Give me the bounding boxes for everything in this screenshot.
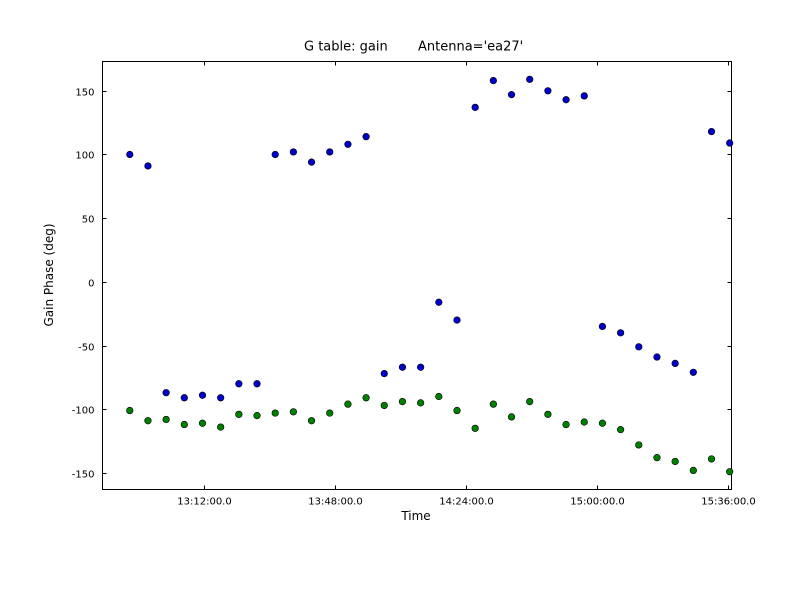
data-point bbox=[617, 426, 625, 434]
data-point bbox=[689, 466, 697, 474]
data-point bbox=[471, 103, 479, 111]
data-point bbox=[144, 417, 152, 425]
y-tick-label: 0 bbox=[88, 279, 94, 290]
data-point bbox=[180, 394, 188, 402]
chart-title: G table: gain bbox=[304, 40, 388, 55]
data-point bbox=[417, 363, 425, 371]
data-point bbox=[707, 455, 716, 463]
data-point bbox=[435, 298, 443, 306]
data-point bbox=[617, 329, 625, 337]
data-point bbox=[635, 441, 643, 449]
data-point bbox=[307, 417, 316, 425]
data-point bbox=[162, 415, 170, 424]
x-tick-label: 15:00:00.0 bbox=[570, 497, 624, 508]
data-point bbox=[271, 409, 279, 417]
data-point bbox=[289, 148, 297, 156]
data-point bbox=[580, 92, 588, 100]
data-point bbox=[162, 389, 170, 397]
data-point bbox=[453, 316, 461, 324]
data-point bbox=[198, 419, 207, 427]
y-tick-label: 150 bbox=[75, 88, 94, 99]
data-point bbox=[362, 133, 370, 141]
x-tick-label: 15:36:00.0 bbox=[701, 497, 755, 508]
data-point bbox=[380, 401, 388, 410]
data-point bbox=[562, 420, 570, 429]
data-point bbox=[526, 75, 534, 83]
data-point bbox=[126, 406, 134, 415]
data-point bbox=[217, 423, 225, 431]
x-axis-label: Time bbox=[400, 509, 430, 523]
data-point bbox=[453, 406, 461, 415]
data-point bbox=[544, 410, 552, 418]
data-point bbox=[417, 399, 425, 407]
data-point bbox=[489, 77, 497, 85]
data-point bbox=[653, 353, 661, 361]
data-point bbox=[653, 454, 661, 462]
data-point bbox=[398, 363, 407, 371]
y-tick-label: -100 bbox=[72, 406, 95, 417]
data-point bbox=[217, 394, 225, 402]
data-point bbox=[344, 400, 352, 408]
data-point bbox=[507, 91, 516, 99]
data-point bbox=[598, 322, 607, 331]
data-point bbox=[726, 468, 734, 476]
data-point bbox=[326, 148, 334, 156]
plot-area: 13:12:00.0 13:48:00.0 14:24:00.0 15:00:00.0… bbox=[72, 61, 756, 508]
data-point bbox=[253, 380, 261, 388]
y-tick-label: -50 bbox=[78, 343, 94, 354]
data-point bbox=[398, 398, 407, 406]
y-tick-label: 100 bbox=[75, 151, 94, 162]
data-point bbox=[144, 162, 152, 170]
data-point bbox=[580, 418, 588, 426]
data-point bbox=[253, 412, 261, 420]
y-axis-label: Gain Phase (deg) bbox=[42, 223, 56, 326]
plot-frame bbox=[102, 61, 732, 490]
y-tick-label: -150 bbox=[72, 470, 95, 481]
data-point bbox=[271, 150, 279, 159]
data-point bbox=[180, 420, 188, 429]
data-point bbox=[435, 392, 443, 401]
data-point bbox=[689, 368, 697, 376]
data-point bbox=[544, 87, 552, 95]
x-tick-label: 13:12:00.0 bbox=[177, 497, 231, 508]
data-point bbox=[326, 409, 334, 417]
data-point bbox=[235, 410, 243, 418]
data-point bbox=[344, 140, 352, 148]
y-tick-label: 50 bbox=[82, 215, 95, 226]
data-point bbox=[126, 150, 134, 159]
data-point bbox=[671, 457, 679, 466]
data-point bbox=[289, 408, 297, 416]
data-point bbox=[707, 127, 716, 136]
data-point bbox=[198, 391, 207, 399]
data-point bbox=[471, 424, 479, 432]
data-point bbox=[598, 419, 607, 427]
data-point bbox=[489, 400, 497, 408]
chart-subtitle: Antenna='ea27' bbox=[418, 40, 523, 55]
data-point bbox=[726, 139, 734, 147]
data-point bbox=[562, 96, 570, 104]
data-point bbox=[307, 158, 316, 166]
x-tick-label: 13:48:00.0 bbox=[308, 497, 362, 508]
data-point bbox=[362, 394, 370, 402]
data-point bbox=[380, 369, 388, 378]
data-point bbox=[235, 380, 243, 388]
data-point bbox=[526, 398, 534, 406]
data-point bbox=[635, 343, 643, 351]
data-point bbox=[507, 413, 516, 421]
x-tick-label: 14:24:00.0 bbox=[439, 497, 493, 508]
data-point bbox=[671, 359, 679, 367]
